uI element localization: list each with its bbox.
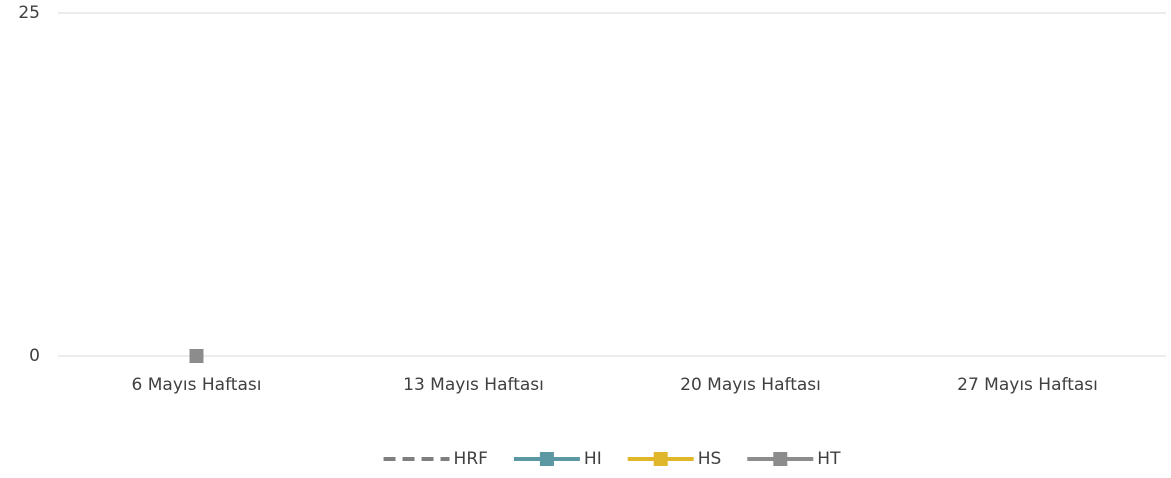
legend-marker [539, 452, 554, 466]
x-tick-label: 27 Mayıs Haftası [957, 375, 1098, 395]
x-tick-label: 6 Mayıs Haftası [132, 375, 262, 395]
legend-label: HRF [454, 449, 488, 469]
x-tick-label: 13 Mayıs Haftası [403, 375, 544, 395]
legend-label: HT [817, 449, 841, 469]
legend-marker [653, 452, 668, 466]
y-tick-label: 0 [29, 346, 40, 366]
point-marker [189, 349, 204, 363]
x-tick-label: 20 Mayıs Haftası [680, 375, 821, 395]
y-tick-label: 25 [18, 3, 40, 23]
legend-label: HS [698, 449, 722, 469]
legend-marker [773, 452, 788, 466]
legend: HRF HI HS HT [383, 449, 841, 469]
legend-label: HI [584, 449, 602, 469]
